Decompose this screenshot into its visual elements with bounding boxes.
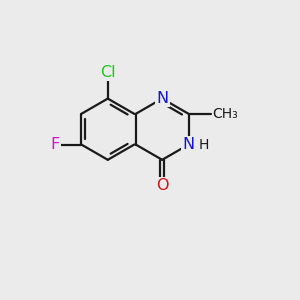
Text: N: N (183, 137, 195, 152)
Text: F: F (51, 137, 60, 152)
Text: CH₃: CH₃ (212, 107, 238, 121)
Text: H: H (198, 137, 208, 152)
Text: N: N (156, 91, 168, 106)
Text: Cl: Cl (100, 65, 116, 80)
Text: O: O (156, 178, 168, 193)
